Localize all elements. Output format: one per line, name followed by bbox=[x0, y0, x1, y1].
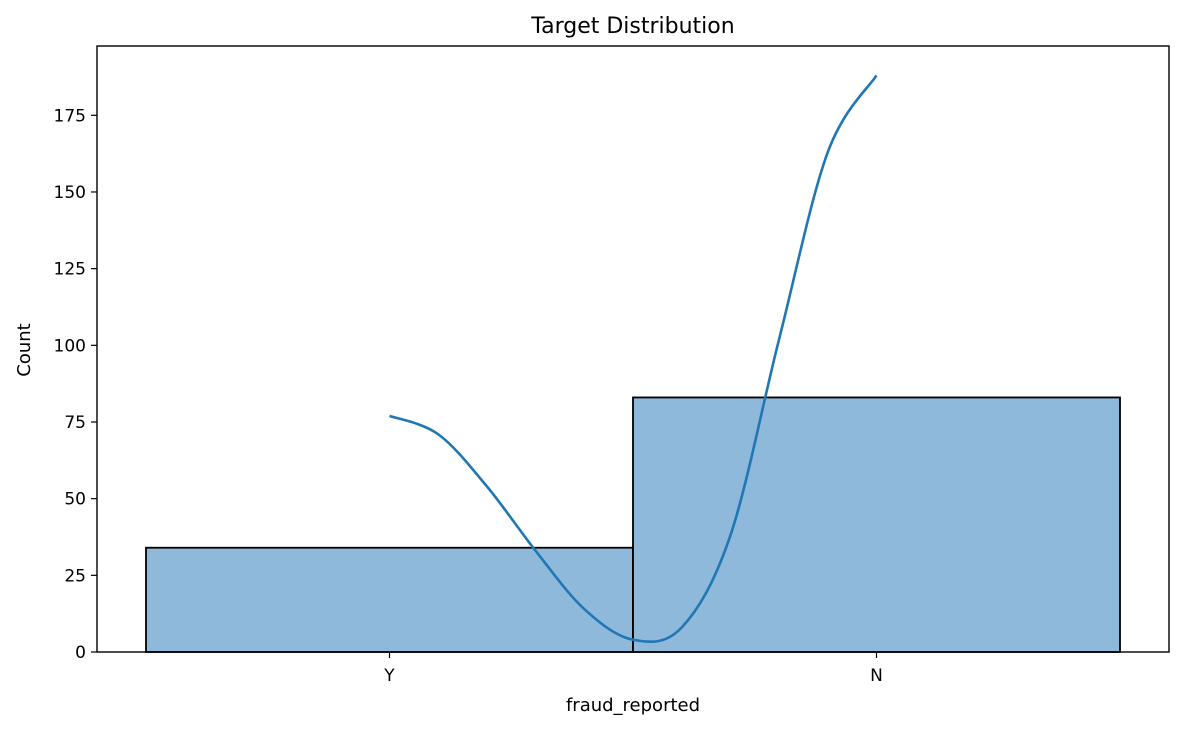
y-tick-label: 150 bbox=[54, 183, 86, 203]
chart-title: Target Distribution bbox=[530, 14, 734, 39]
y-tick-label: 175 bbox=[54, 106, 86, 126]
x-axis-label: fraud_reported bbox=[566, 695, 700, 716]
y-tick-label: 0 bbox=[75, 643, 86, 663]
x-tick-label-n: N bbox=[870, 666, 883, 686]
kde-line bbox=[389, 74, 878, 644]
x-tick-label-y: Y bbox=[383, 666, 395, 686]
plot-frame bbox=[96, 45, 1170, 653]
bar-n bbox=[632, 396, 1121, 653]
y-tick-label: 100 bbox=[54, 336, 86, 356]
bar-y bbox=[145, 546, 634, 653]
y-tick-label: 50 bbox=[64, 490, 86, 510]
y-axis-label: Count bbox=[14, 323, 35, 376]
y-tick-label: 75 bbox=[64, 413, 86, 433]
y-tick-label: 125 bbox=[54, 260, 86, 280]
y-tick-label: 25 bbox=[64, 566, 86, 586]
